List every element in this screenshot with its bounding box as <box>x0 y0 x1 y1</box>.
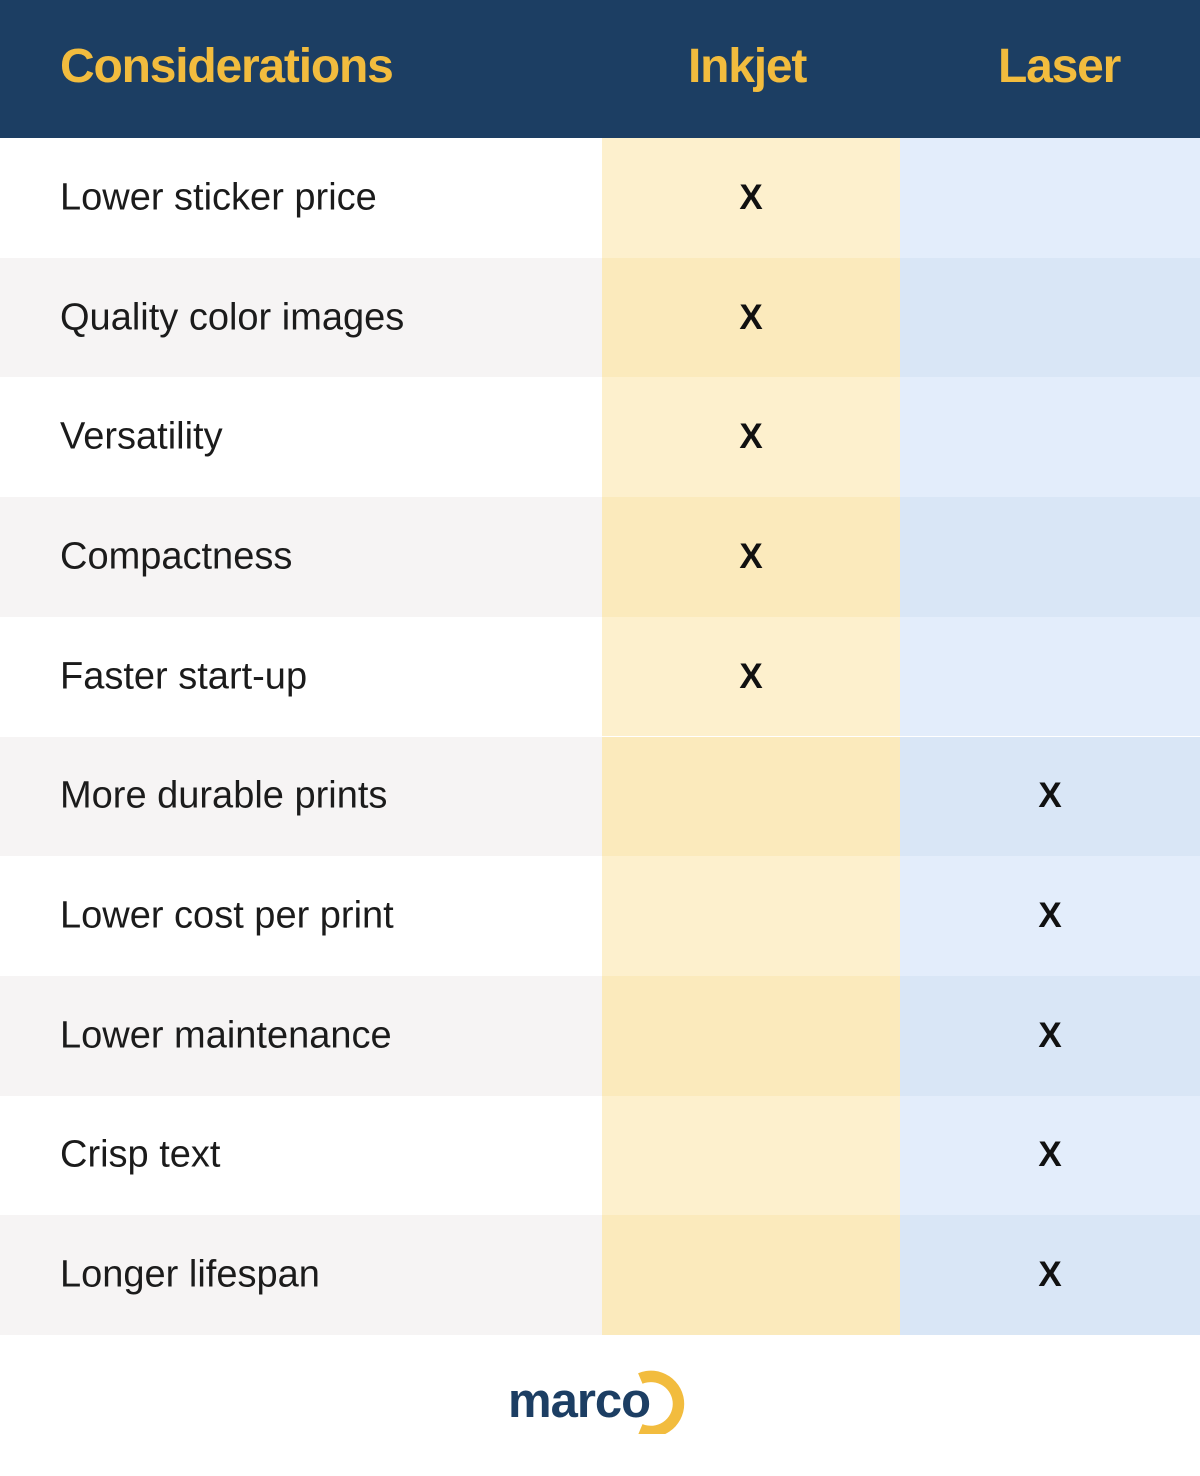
svg-text:marco: marco <box>508 1374 650 1428</box>
